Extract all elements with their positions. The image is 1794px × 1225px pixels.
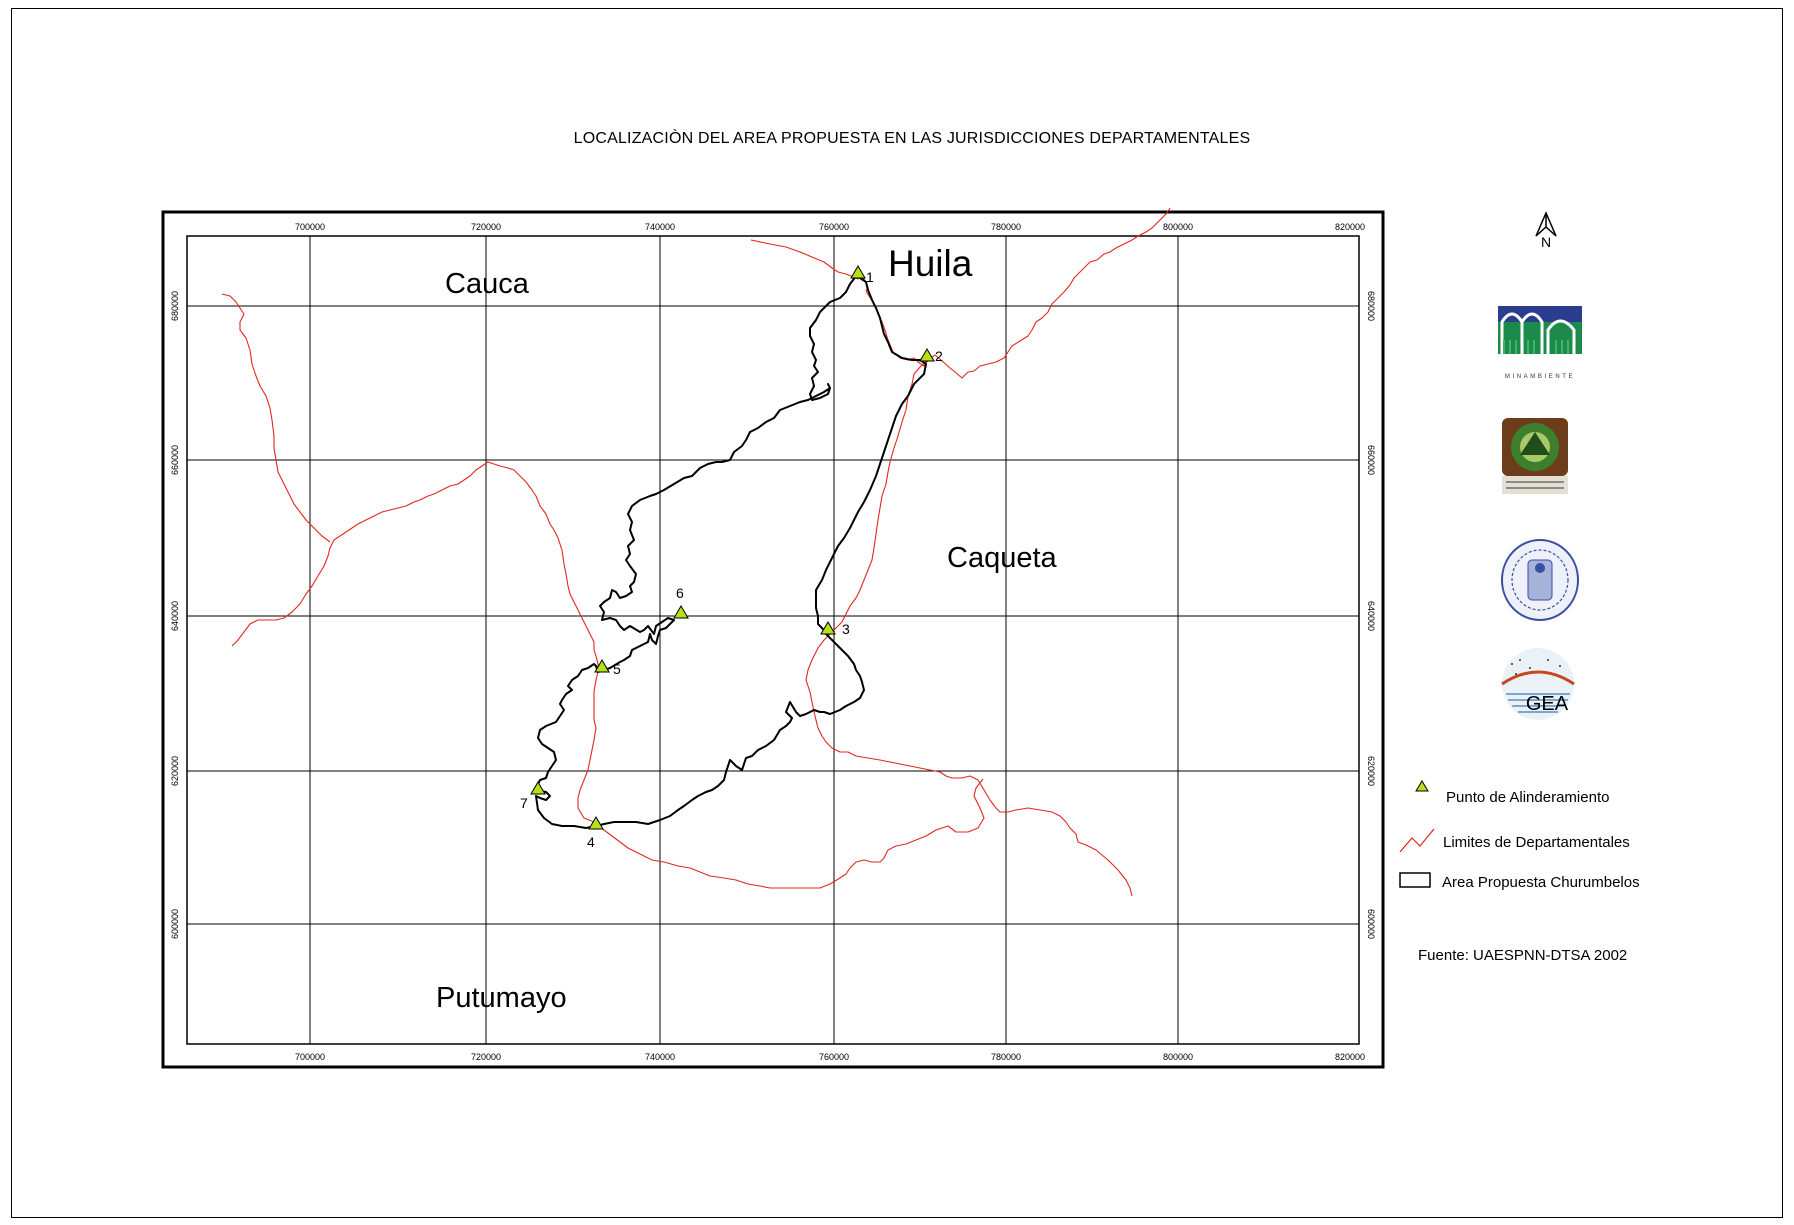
x-tick-top-1: 700000 [295, 222, 325, 232]
point-1[interactable]: 1 [850, 265, 874, 285]
x-tick-top-2: 720000 [471, 222, 501, 232]
y-tick-right-5: 600000 [1366, 909, 1376, 939]
point-4[interactable]: 4 [587, 816, 604, 850]
legend-point-label: Punto de Alinderamiento [1446, 789, 1609, 806]
point-label: 7 [520, 795, 528, 811]
y-tick-right-3: 640000 [1366, 601, 1376, 631]
point-marker-icon[interactable] [530, 781, 546, 795]
north-arrow-icon [1535, 211, 1557, 237]
point-marker-icon[interactable] [673, 605, 689, 619]
y-tick-left-1: 680000 [170, 291, 180, 321]
point-marker-icon[interactable] [850, 265, 866, 279]
point-label: 4 [587, 834, 595, 850]
point-2[interactable]: 2 [919, 348, 943, 364]
x-tick-top-4: 760000 [819, 222, 849, 232]
x-tick-bottom-7: 820000 [1335, 1052, 1365, 1062]
x-tick-bottom-5: 780000 [991, 1052, 1021, 1062]
point-label: 2 [935, 348, 943, 364]
point-label: 3 [842, 621, 850, 637]
department-boundaries[interactable] [221, 207, 1171, 897]
point-label: 1 [866, 269, 874, 285]
x-tick-top-6: 800000 [1163, 222, 1193, 232]
point-7[interactable]: 7 [520, 781, 546, 811]
boundary-caqueta-west[interactable] [805, 360, 1133, 897]
alignment-points[interactable]: 1 2 3 4 5 6 7 [520, 265, 943, 850]
y-tick-left-5: 600000 [170, 909, 180, 939]
minambiente-logo: MINAMBIENTE [1498, 306, 1582, 380]
x-tick-bottom-6: 800000 [1163, 1052, 1193, 1062]
point-marker-icon[interactable] [594, 659, 610, 673]
y-tick-right-2: 660000 [1366, 445, 1376, 475]
point-3[interactable]: 3 [820, 621, 850, 637]
map-outer-border [161, 210, 1385, 1069]
x-tick-bottom-1: 700000 [295, 1052, 325, 1062]
y-tick-right-1: 680000 [1366, 291, 1376, 321]
legend-area-icon [1399, 872, 1431, 888]
source-note: Fuente: UAESPNN-DTSA 2002 [1418, 947, 1628, 964]
region-label-caqueta: Caqueta [947, 542, 1058, 574]
map-neatline [186, 235, 1360, 1045]
boundary-putumayo[interactable] [231, 461, 599, 823]
x-tick-bottom-3: 740000 [645, 1052, 675, 1062]
point-label: 6 [676, 585, 684, 601]
y-tick-right-4: 620000 [1366, 756, 1376, 786]
boundary-south-loop[interactable] [593, 778, 985, 889]
minambiente-logo-text: MINAMBIENTE [1505, 374, 1575, 380]
legend-boundary-icon [1399, 828, 1435, 853]
boundary-huila-north[interactable] [750, 207, 1171, 379]
gea-logo-text: GEA [1526, 693, 1569, 715]
point-marker-icon[interactable] [820, 621, 836, 635]
map-title: LOCALIZACIÒN DEL AREA PROPUESTA EN LAS J… [573, 130, 1251, 147]
region-label-putumayo: Putumayo [436, 982, 567, 1014]
y-tick-left-2: 660000 [170, 445, 180, 475]
x-tick-top-7: 820000 [1335, 222, 1365, 232]
boundary-cauca-west[interactable] [221, 293, 331, 543]
x-tick-bottom-2: 720000 [471, 1052, 501, 1062]
point-5[interactable]: 5 [594, 659, 621, 677]
point-6[interactable]: 6 [673, 585, 689, 619]
university-crest-logo [1501, 539, 1579, 621]
x-tick-top-3: 740000 [645, 222, 675, 232]
point-label: 5 [613, 661, 621, 677]
region-label-cauca: Cauca [445, 268, 530, 300]
coordinate-grid [187, 236, 1359, 1044]
point-marker-icon[interactable] [588, 816, 604, 830]
region-label-huila: Huila [888, 243, 973, 284]
y-tick-left-3: 640000 [170, 601, 180, 631]
x-tick-top-5: 780000 [991, 222, 1021, 232]
point-marker-icon[interactable] [919, 348, 935, 362]
page-frame [11, 8, 1783, 1218]
x-tick-bottom-4: 760000 [819, 1052, 849, 1062]
university-seal-logo [1502, 418, 1568, 494]
proposed-area-churumbelos[interactable] [535, 274, 927, 829]
legend-point-icon [1415, 780, 1429, 792]
y-tick-left-4: 620000 [170, 756, 180, 786]
legend-area-label: Area Propuesta Churumbelos [1442, 874, 1640, 891]
north-label: N [1541, 234, 1551, 250]
gea-logo: GEA [1501, 648, 1575, 720]
legend-boundary-label: Limites de Departamentales [1443, 834, 1630, 851]
